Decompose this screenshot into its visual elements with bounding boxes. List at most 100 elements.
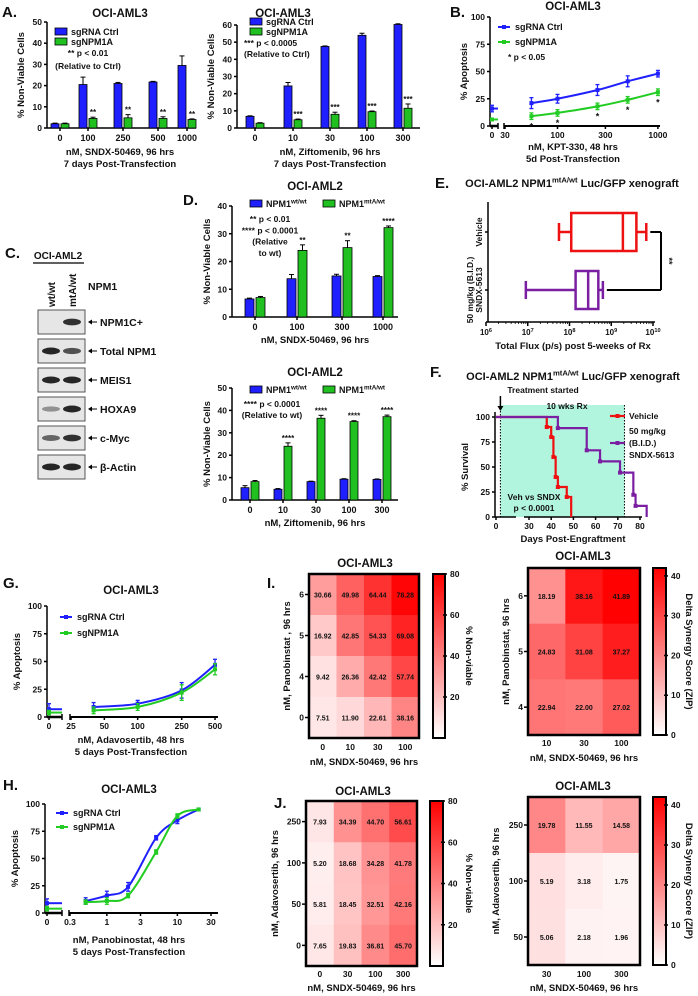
x-tick-label: 0 — [45, 917, 50, 927]
heatmap-cell — [528, 623, 566, 680]
col-label: 30 — [579, 738, 589, 748]
colorbar-tick-label: 30 — [671, 611, 681, 621]
legend-label: SNDX-5613 — [629, 450, 675, 460]
cell-value: 41.89 — [613, 594, 631, 601]
heatmap-cell — [309, 656, 337, 698]
legend-swatch — [322, 199, 336, 208]
curve-sgrna-ctrl — [93, 664, 216, 709]
bar-sgnpm1a — [403, 107, 413, 129]
legend-label: sgRNA Ctrl — [266, 17, 314, 27]
y-tick-label: 0 — [480, 121, 485, 131]
cell-value: 7.65 — [313, 943, 327, 950]
heatmap-border — [304, 799, 419, 968]
data-point — [83, 900, 88, 905]
x-tick-label: 60 — [591, 521, 601, 531]
protein-band — [63, 405, 81, 413]
heatmap-cell — [391, 615, 420, 657]
legend-label: (B.I.D.) — [629, 438, 657, 448]
chart-title: OCI-AML3 — [335, 786, 391, 798]
y-tick-label: 50 — [223, 37, 233, 47]
bar-npm1wt-wt — [240, 487, 250, 501]
data-point — [555, 110, 560, 115]
cell-value: 57.74 — [396, 675, 414, 682]
text-part: NPM1 — [339, 385, 364, 395]
annotation: (Relative to wt) — [242, 410, 303, 420]
censor-marker — [555, 426, 560, 431]
cell-value: 42.16 — [394, 902, 412, 909]
cell-value: 56.61 — [394, 820, 412, 827]
group-label: 50 mg/kg (B.I.D.) — [465, 257, 475, 324]
data-point — [595, 104, 600, 109]
bar-sgnpm1a — [60, 123, 70, 129]
significance-stars: ** — [344, 232, 351, 241]
col-label: 30 — [373, 742, 383, 752]
x-tick-label: 30 — [524, 521, 534, 531]
significance-stars: *** — [330, 103, 340, 112]
heatmap-cell — [565, 568, 604, 625]
y-axis-label: % Non-Viable Cells — [206, 34, 217, 120]
x-tick-label: 70 — [613, 521, 623, 531]
legend-swatch — [249, 199, 263, 208]
data-point — [175, 813, 180, 818]
line-chart-g: OCI-AML3 0 25 50 75 100 0 25 50 100 250 500 sgRNA Ct… — [12, 585, 222, 758]
stat-annotation: p < 0.0001 — [514, 503, 555, 513]
x-tick-label: 0 — [247, 505, 252, 515]
heatmap-cell — [306, 842, 335, 884]
cell-value: 45.70 — [394, 943, 412, 950]
protein-band — [63, 347, 81, 355]
x-axis-label: nM, SNDX-50469, 96 hrs — [307, 983, 415, 994]
significance-stars: **** — [282, 434, 295, 443]
x-tick-label: 100 — [80, 133, 95, 143]
cell-value: 9.42 — [316, 675, 330, 682]
superscript: mtA/wt — [364, 198, 386, 205]
cell-value: 38.16 — [396, 716, 414, 723]
x-tick-label: 100 — [550, 130, 564, 140]
y-axis-label: % Apoptosis — [10, 830, 21, 887]
data-point — [45, 901, 49, 906]
panel-label-h: H. — [3, 777, 18, 794]
y-axis-label: % Survival — [460, 443, 471, 491]
legend-swatch — [249, 27, 263, 36]
y-tick-label: 75 — [476, 39, 486, 49]
bar-npm1mta-wt — [255, 297, 266, 318]
x-tick-label: 30 — [500, 130, 510, 140]
annotation: **** p < 0.0001 — [244, 399, 301, 409]
x-axis-label-2: 5d Post-Transfection — [526, 154, 620, 165]
legend-label: sgRNA Ctrl — [71, 27, 119, 37]
data-point — [91, 708, 96, 713]
blot-npm1c: NPM1C+ — [37, 309, 143, 335]
bar-sgnpm1a — [158, 118, 168, 129]
y-tick-label: 50 — [33, 657, 43, 667]
col-label: 30 — [343, 969, 353, 979]
significance-stars: ** — [90, 108, 97, 117]
heatmap-cell — [602, 797, 641, 854]
x-axis-label-2: 5 days Post-Transfection — [73, 947, 186, 958]
treatment-duration-label: 10 wks Rx — [546, 401, 587, 411]
y-tick-label: 0 — [227, 123, 232, 133]
legend-label: Vehicle — [629, 411, 659, 421]
colorbar-tick-label: 0 — [671, 730, 676, 740]
x-tick-label: 300 — [395, 133, 410, 143]
x-tick-label: 30 — [206, 917, 216, 927]
chart-title: OCI-AML2 — [287, 181, 343, 193]
y-tick-label: 25 — [481, 487, 491, 497]
significance-stars: ** — [160, 108, 167, 117]
panel-label-i: I. — [267, 575, 275, 592]
cell-value: 34.28 — [367, 861, 385, 868]
y-tick-label: 50 — [218, 383, 228, 393]
y-tick-label: 20 — [33, 81, 43, 91]
x-tick-label: 0.3 — [64, 917, 76, 927]
bar-sgnpm1a — [293, 119, 303, 129]
bar-sgnpm1a — [255, 122, 265, 129]
x-tick-label: 3 — [138, 917, 143, 927]
bar-sgrna-ctrl — [393, 24, 403, 129]
legend-label: sgRNA Ctrl — [77, 612, 125, 622]
significance-stars: * — [596, 112, 600, 122]
y-axis-label: % Non-Viable Cells — [202, 219, 213, 305]
survival-chart-f: OCI-AML2 NPM1mtA/wt Luc/GFP xenograftTre… — [460, 369, 680, 545]
cell-value: 44.70 — [367, 820, 385, 827]
y-tick-label: 100 — [28, 601, 42, 611]
